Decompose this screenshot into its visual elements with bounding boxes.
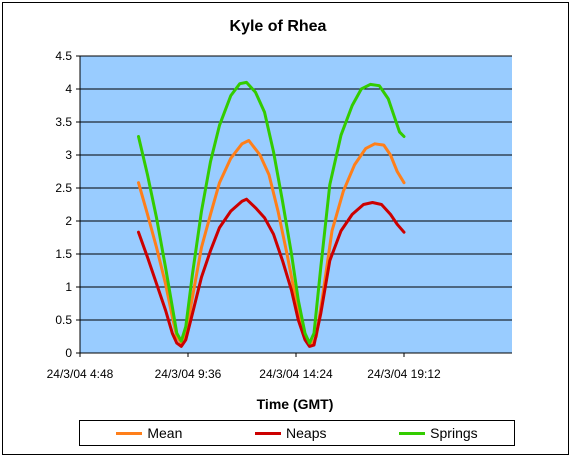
chart-title: Kyle of Rhea [230, 18, 327, 35]
y-tick-label: 3.5 [55, 115, 72, 129]
x-axis-label: Time (GMT) [257, 396, 334, 412]
y-tick-label: 2 [65, 214, 72, 228]
legend-swatch [255, 431, 282, 435]
y-tick-label: 1.5 [55, 247, 72, 261]
y-tick-label: 2.5 [55, 181, 72, 195]
series-line-neaps [137, 197, 406, 348]
legend-item-springs: Springs [399, 425, 478, 441]
y-tick-labels: 0 0.5 1 1.5 2 2.5 3 3.5 4 4.5 [55, 49, 72, 360]
legend-item-mean: Mean [116, 425, 182, 441]
y-tick-label: 0.5 [55, 313, 72, 327]
x-tick-label: 24/3/04 19:12 [367, 367, 441, 381]
legend-swatch [116, 431, 143, 435]
series-group [137, 80, 406, 348]
legend-label: Neaps [286, 425, 327, 441]
y-tick-label: 4 [65, 82, 72, 96]
grid-lines [76, 55, 512, 354]
x-tick-label: 24/3/04 4:48 [47, 367, 114, 381]
legend-item-neaps: Neaps [255, 425, 327, 441]
legend-swatch [399, 431, 426, 435]
y-tick-label: 4.5 [55, 49, 72, 63]
y-tick-label: 0 [65, 346, 72, 360]
x-tick-label: 24/3/04 14:24 [259, 367, 333, 381]
legend-label: Mean [147, 425, 183, 441]
y-tick-label: 3 [65, 148, 72, 162]
series-line-springs [137, 80, 406, 345]
legend: Mean Neaps Springs [79, 420, 515, 446]
y-tick-label: 1 [65, 280, 72, 294]
x-tick-label: 24/3/04 9:36 [155, 367, 222, 381]
legend-label: Springs [430, 425, 478, 441]
x-tick-labels: 24/3/04 4:48 24/3/04 9:36 24/3/04 14:24 24/… [47, 353, 441, 381]
